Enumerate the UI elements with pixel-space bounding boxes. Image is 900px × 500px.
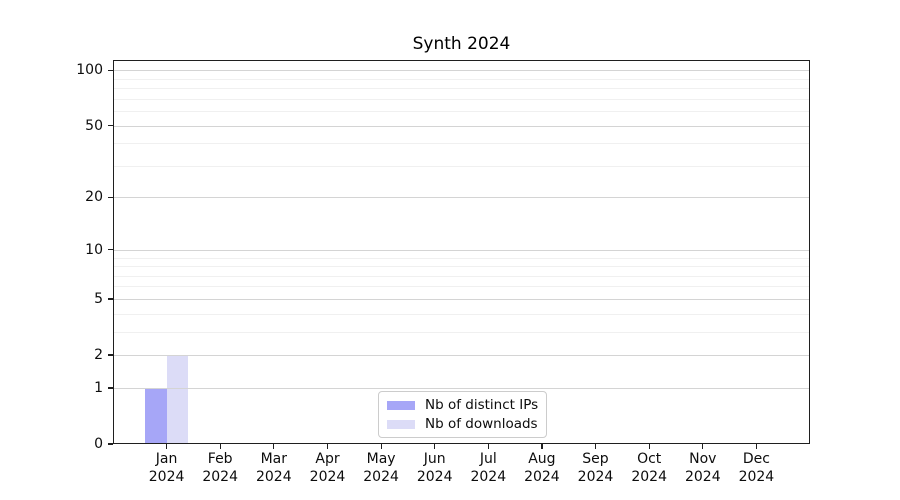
legend-label-distinct-ips: Nb of distinct IPs bbox=[425, 397, 539, 413]
gridline-minor bbox=[113, 143, 810, 145]
x-tick bbox=[326, 444, 329, 449]
gridline-minor bbox=[113, 275, 810, 277]
y-tick-label: 10 bbox=[85, 241, 103, 258]
gridline-minor bbox=[113, 111, 810, 113]
gridline-minor bbox=[113, 98, 810, 100]
x-tick bbox=[273, 444, 275, 449]
gridline-major bbox=[113, 125, 810, 127]
y-tick bbox=[108, 443, 113, 445]
y-tick bbox=[108, 387, 113, 389]
gridline-minor bbox=[113, 286, 810, 288]
y-tick-label: 100 bbox=[76, 62, 103, 79]
plot-area bbox=[113, 60, 810, 444]
x-tick bbox=[434, 444, 436, 449]
y-tick-label: 5 bbox=[94, 290, 103, 307]
y-tick-label: 50 bbox=[85, 117, 103, 134]
x-tick bbox=[219, 444, 221, 449]
x-tick bbox=[702, 444, 704, 449]
legend-swatch-distinct-ips bbox=[387, 400, 415, 410]
x-tick-label: Jul 2024 bbox=[470, 451, 507, 485]
y-tick bbox=[108, 298, 113, 300]
y-tick-label: 20 bbox=[85, 189, 103, 206]
gridline-minor bbox=[113, 266, 810, 268]
gridline-minor bbox=[113, 257, 810, 259]
gridline-major bbox=[113, 355, 810, 356]
legend: Nb of distinct IPs Nb of downloads bbox=[378, 391, 547, 438]
x-tick bbox=[166, 444, 168, 449]
y-tick bbox=[108, 354, 113, 356]
legend-label-downloads: Nb of downloads bbox=[425, 416, 538, 432]
bar-nb-of-downloads-jan-2024 bbox=[166, 355, 189, 444]
x-tick-label: Sep 2024 bbox=[577, 451, 614, 485]
y-tick bbox=[108, 69, 113, 71]
x-tick-label: May 2024 bbox=[363, 451, 399, 485]
y-tick bbox=[108, 249, 113, 251]
x-tick bbox=[541, 444, 543, 449]
x-tick-label: Jun 2024 bbox=[416, 451, 453, 485]
y-tick-label: 0 bbox=[94, 436, 103, 452]
x-tick-label: Dec 2024 bbox=[738, 451, 775, 485]
gridline-minor bbox=[113, 78, 810, 80]
x-tick bbox=[380, 444, 382, 449]
x-tick bbox=[648, 444, 650, 449]
x-tick bbox=[487, 444, 489, 449]
x-tick-label: Feb 2024 bbox=[202, 451, 238, 485]
legend-item-distinct-ips: Nb of distinct IPs bbox=[387, 396, 546, 415]
x-tick-label: Apr 2024 bbox=[309, 451, 346, 485]
y-tick-label: 1 bbox=[94, 379, 103, 396]
x-tick-label: Oct 2024 bbox=[631, 451, 667, 485]
gridline-major bbox=[113, 298, 810, 300]
x-tick-label: Aug 2024 bbox=[524, 451, 560, 485]
legend-item-downloads: Nb of downloads bbox=[387, 415, 546, 434]
y-tick-label: 2 bbox=[94, 347, 103, 363]
gridline-major bbox=[113, 249, 810, 251]
gridline-minor bbox=[113, 165, 810, 167]
gridline-major bbox=[113, 197, 810, 199]
x-tick-label: Jan 2024 bbox=[148, 451, 185, 485]
x-tick bbox=[594, 444, 597, 449]
legend-swatch-downloads bbox=[387, 419, 415, 429]
gridline-major bbox=[113, 387, 810, 389]
x-tick-label: Mar 2024 bbox=[255, 451, 292, 485]
x-tick-label: Nov 2024 bbox=[684, 451, 721, 485]
y-tick bbox=[108, 196, 113, 199]
gridline-minor bbox=[113, 88, 810, 90]
gridline-minor bbox=[113, 313, 810, 315]
bar-nb-of-distinct-ips-jan-2024 bbox=[145, 387, 167, 444]
gridline-minor bbox=[113, 331, 810, 333]
gridline-major bbox=[113, 70, 810, 72]
y-tick bbox=[108, 125, 113, 127]
x-tick bbox=[755, 444, 758, 449]
chart-title: Synth 2024 bbox=[412, 34, 511, 54]
plot-frame bbox=[113, 60, 810, 444]
